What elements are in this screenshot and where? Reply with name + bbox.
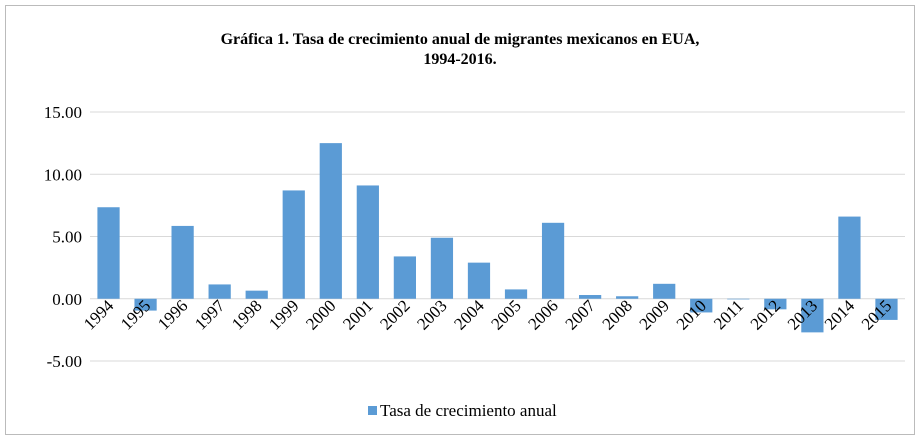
y-tick-label: 15.00 <box>44 103 82 122</box>
bar <box>875 298 898 320</box>
legend-label: Tasa de crecimiento anual <box>380 401 557 420</box>
y-tick-label: 10.00 <box>44 165 82 184</box>
legend-swatch <box>368 406 377 415</box>
y-tick-label: 5.00 <box>52 228 82 247</box>
chart-frame <box>5 5 915 435</box>
bar <box>653 283 676 299</box>
bar <box>764 298 787 310</box>
bar <box>430 237 454 299</box>
bar <box>356 185 379 299</box>
chart-title: Gráfica 1. Tasa de crecimiento anual de … <box>220 31 700 68</box>
y-tick-label: 0.00 <box>52 290 82 309</box>
bar <box>579 295 602 299</box>
bar <box>282 190 305 299</box>
bar <box>616 296 639 299</box>
bar <box>690 298 713 313</box>
bar <box>801 298 824 333</box>
bar <box>504 289 528 299</box>
bar <box>838 216 861 299</box>
bar <box>541 222 565 299</box>
bar <box>171 225 194 299</box>
bar <box>97 207 120 299</box>
bar <box>208 284 231 299</box>
bar <box>467 262 491 299</box>
bar <box>319 143 342 299</box>
bar <box>727 298 750 300</box>
y-tick-label: -5.00 <box>47 352 82 371</box>
bar <box>134 298 157 311</box>
bar <box>393 256 416 299</box>
bar <box>245 290 268 299</box>
